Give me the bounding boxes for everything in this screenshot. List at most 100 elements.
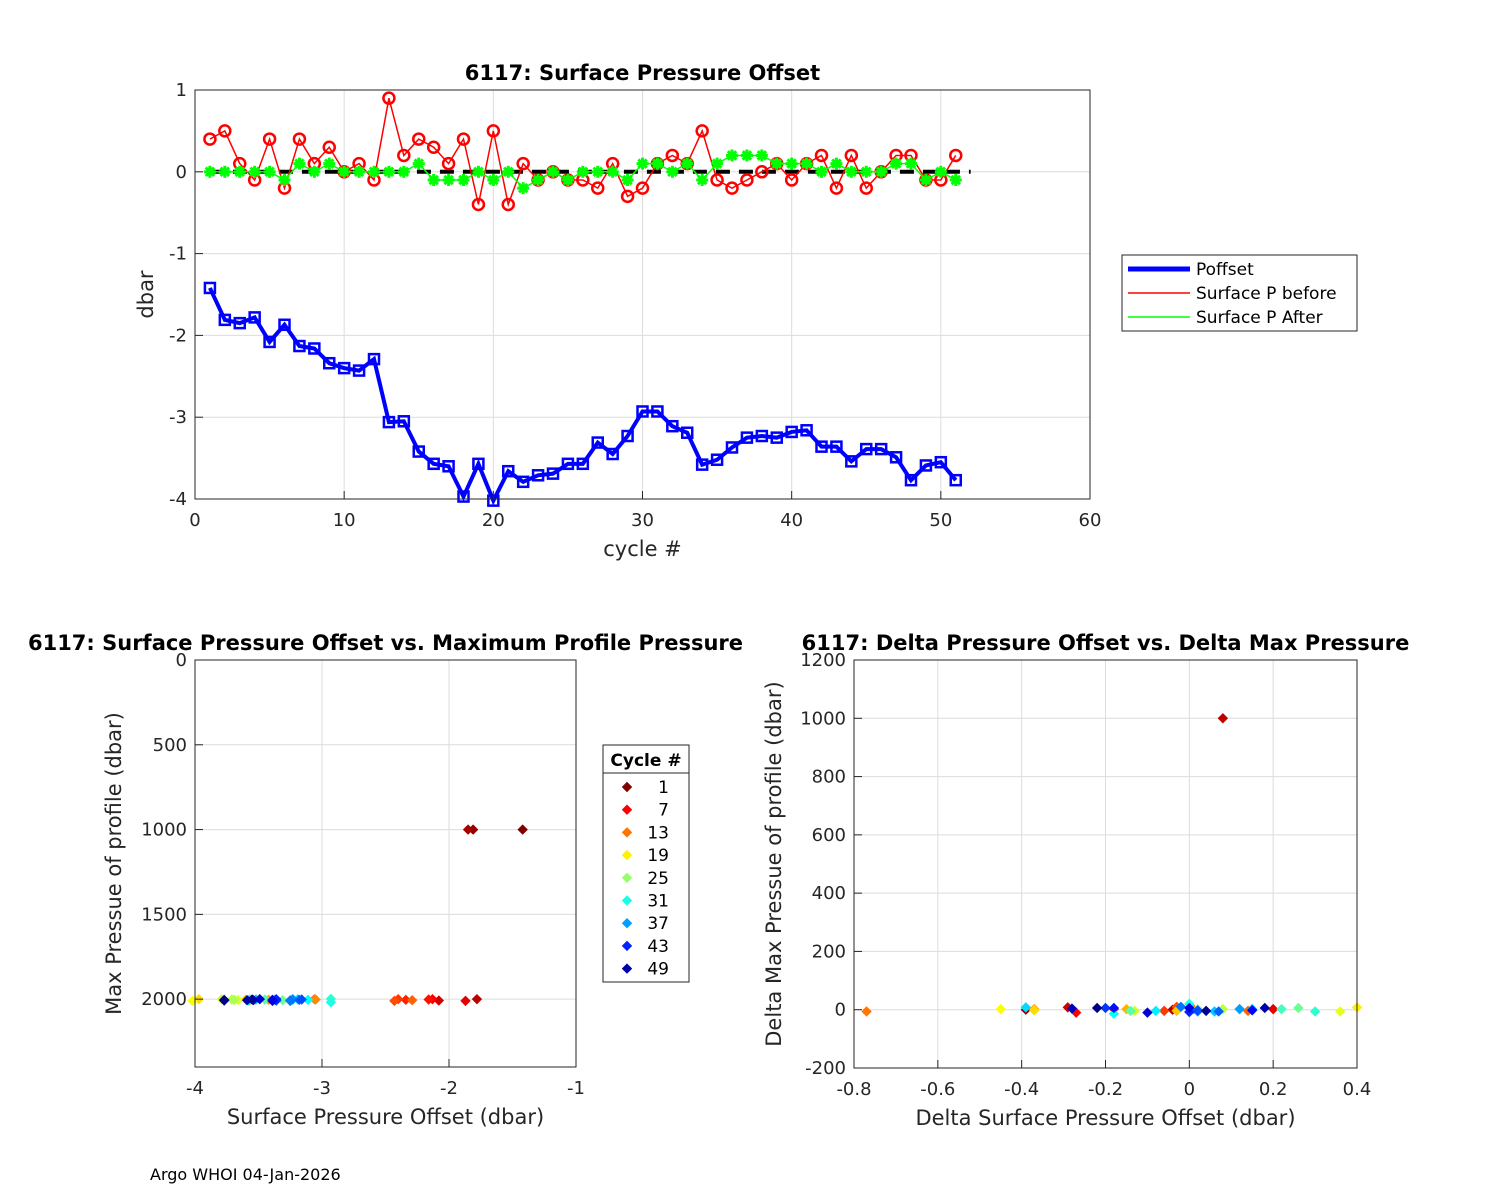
data-point bbox=[246, 994, 258, 1005]
data-point bbox=[576, 165, 589, 178]
asterisk-stroke bbox=[204, 166, 216, 178]
data-point bbox=[502, 165, 515, 178]
asterisk-stroke bbox=[711, 158, 723, 169]
asterisk-stroke bbox=[562, 174, 574, 186]
data-point bbox=[1091, 1002, 1103, 1014]
data-point bbox=[397, 415, 411, 428]
legend-label: 49 bbox=[647, 960, 669, 980]
legend-label: Poffset bbox=[1196, 260, 1254, 280]
data-point bbox=[531, 469, 545, 482]
scatter-points bbox=[187, 824, 528, 1008]
data-point bbox=[517, 182, 530, 195]
asterisk-stroke bbox=[935, 166, 947, 178]
data-point bbox=[219, 995, 230, 1006]
data-point bbox=[308, 165, 321, 178]
data-point bbox=[353, 165, 366, 178]
data-point bbox=[591, 165, 604, 178]
x-tick-label: -0.8 bbox=[836, 1079, 871, 1100]
asterisk-stroke bbox=[488, 174, 499, 186]
data-point bbox=[278, 173, 291, 186]
legend-label: 13 bbox=[647, 823, 669, 843]
data-point bbox=[308, 342, 321, 355]
data-point bbox=[233, 165, 246, 178]
data-point bbox=[890, 157, 903, 170]
asterisk-stroke bbox=[801, 158, 812, 169]
data-point bbox=[1125, 1005, 1136, 1017]
data-point bbox=[367, 352, 381, 366]
data-point bbox=[620, 189, 635, 204]
data-point bbox=[248, 311, 261, 324]
data-point bbox=[517, 824, 528, 835]
data-point bbox=[740, 173, 754, 187]
asterisk-stroke bbox=[383, 166, 395, 178]
data-point bbox=[426, 140, 441, 155]
asterisk-stroke bbox=[413, 158, 425, 169]
data-point bbox=[815, 165, 828, 178]
data-point bbox=[740, 431, 754, 444]
x-axis-label: cycle # bbox=[603, 537, 682, 561]
data-point bbox=[1108, 1008, 1120, 1019]
y-tick-label: -3 bbox=[169, 407, 187, 428]
asterisk-stroke bbox=[667, 166, 678, 178]
data-point bbox=[695, 458, 709, 471]
data-point bbox=[293, 157, 306, 170]
data-point bbox=[382, 91, 396, 105]
asterisk-stroke bbox=[875, 166, 887, 178]
y-tick-label: -1 bbox=[169, 244, 187, 265]
data-point bbox=[352, 364, 366, 377]
asterisk-stroke bbox=[368, 166, 380, 178]
data-point bbox=[726, 149, 738, 162]
data-point bbox=[296, 994, 307, 1005]
legend: Poffset Surface P before Surface P After bbox=[1121, 254, 1358, 332]
asterisk-stroke bbox=[696, 174, 708, 186]
asterisk-stroke bbox=[622, 174, 633, 186]
data-point bbox=[546, 467, 560, 480]
data-point bbox=[621, 173, 634, 186]
x-tick-label: 10 bbox=[333, 510, 356, 531]
data-point bbox=[995, 1003, 1006, 1015]
asterisk-stroke bbox=[249, 166, 260, 178]
data-point bbox=[460, 995, 471, 1007]
x-tick-label: 0.2 bbox=[1259, 1079, 1288, 1100]
data-point bbox=[681, 426, 694, 439]
data-point bbox=[337, 361, 351, 375]
data-point bbox=[203, 165, 216, 178]
scatter-points bbox=[861, 713, 1363, 1019]
data-point bbox=[861, 1006, 872, 1017]
y-tick-label: -4 bbox=[169, 489, 187, 510]
data-point bbox=[229, 994, 240, 1006]
data-point bbox=[1020, 1002, 1032, 1013]
data-point bbox=[397, 148, 411, 163]
data-point bbox=[785, 425, 798, 439]
data-point bbox=[651, 157, 664, 170]
asterisk-stroke bbox=[309, 166, 320, 178]
data-point bbox=[472, 165, 485, 178]
data-point bbox=[696, 173, 709, 186]
legend-label: 25 bbox=[647, 869, 669, 889]
y-tick-label: 1200 bbox=[800, 650, 846, 671]
asterisk-stroke bbox=[338, 166, 350, 178]
asterisk-stroke bbox=[398, 166, 410, 178]
asterisk-stroke bbox=[219, 166, 231, 178]
data-point bbox=[203, 281, 217, 295]
y-tick-label: 600 bbox=[812, 825, 846, 846]
y-tick-label: 0 bbox=[176, 650, 187, 671]
asterisk-stroke bbox=[831, 158, 842, 169]
data-point bbox=[1108, 1002, 1120, 1014]
data-point bbox=[472, 457, 485, 471]
x-tick-label: 60 bbox=[1079, 510, 1102, 531]
data-point bbox=[800, 157, 813, 170]
y-tick-label: 200 bbox=[812, 941, 846, 962]
data-point bbox=[815, 440, 828, 453]
data-point bbox=[934, 165, 947, 178]
asterisk-stroke bbox=[607, 166, 618, 178]
asterisk-stroke bbox=[637, 158, 648, 169]
asterisk-stroke bbox=[652, 158, 663, 169]
data-point bbox=[800, 424, 813, 437]
asterisk-stroke bbox=[756, 150, 768, 161]
data-point bbox=[412, 132, 426, 146]
data-point bbox=[591, 181, 605, 195]
data-point bbox=[814, 148, 829, 163]
asterisk-stroke bbox=[846, 166, 857, 178]
data-point bbox=[725, 441, 739, 454]
